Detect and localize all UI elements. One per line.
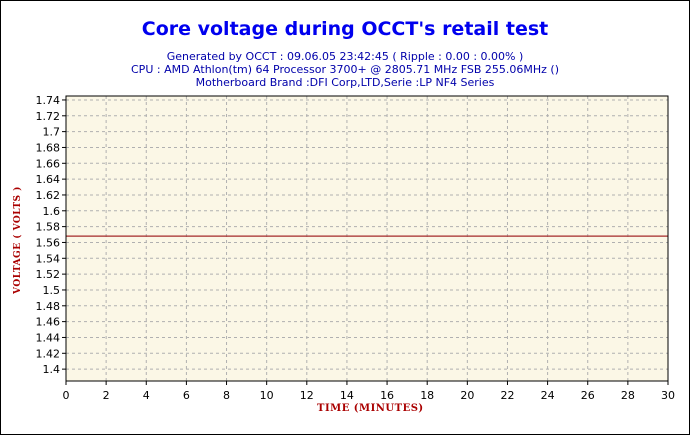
x-tick-label: 24 bbox=[541, 389, 555, 402]
y-tick-label: 1.66 bbox=[36, 157, 61, 170]
x-tick-label: 6 bbox=[183, 389, 190, 402]
subtitle-cpu: CPU : AMD Athlon(tm) 64 Processor 3700+ … bbox=[131, 63, 559, 76]
x-tick-label: 22 bbox=[500, 389, 514, 402]
y-tick-label: 1.7 bbox=[43, 126, 61, 139]
y-tick-label: 1.68 bbox=[36, 141, 61, 154]
y-tick-label: 1.62 bbox=[36, 189, 61, 202]
grid-lines bbox=[66, 96, 668, 381]
y-tick-label: 1.58 bbox=[36, 221, 61, 234]
y-axis-label: VOLTAGE ( VOLTS ) bbox=[13, 186, 23, 294]
axes: 0 2 4 6 8 10 12 14 16 18 20 22 24 26 28 301.41.421.441.… bbox=[36, 94, 676, 402]
x-tick-label: 30 bbox=[661, 389, 675, 402]
y-tick-label: 1.54 bbox=[36, 252, 61, 265]
x-tick-label: 0 bbox=[63, 389, 70, 402]
y-tick-label: 1.52 bbox=[36, 268, 61, 281]
plot-border bbox=[65, 95, 669, 382]
y-tick-label: 1.5 bbox=[43, 284, 61, 297]
x-tick-label: 4 bbox=[143, 389, 150, 402]
subtitle-motherboard: Motherboard Brand :DFI Corp,LTD,Serie :L… bbox=[195, 76, 495, 89]
x-tick-label: 16 bbox=[380, 389, 394, 402]
x-tick-label: 28 bbox=[621, 389, 635, 402]
y-tick-label: 1.72 bbox=[36, 110, 61, 123]
y-tick-label: 1.64 bbox=[36, 173, 61, 186]
x-tick-label: 10 bbox=[260, 389, 274, 402]
x-tick-label: 20 bbox=[460, 389, 474, 402]
y-tick-label: 1.46 bbox=[36, 316, 61, 329]
x-tick-label: 8 bbox=[223, 389, 230, 402]
subtitle-generated: Generated by OCCT : 09.06.05 23:42:45 ( … bbox=[166, 50, 524, 63]
y-tick-label: 1.6 bbox=[43, 205, 61, 218]
x-tick-label: 26 bbox=[581, 389, 595, 402]
chart-title: Core voltage during OCCT's retail test bbox=[141, 18, 549, 40]
x-tick-label: 18 bbox=[420, 389, 434, 402]
x-tick-label: 12 bbox=[300, 389, 314, 402]
x-axis-label: TIME (MINUTES) bbox=[317, 403, 424, 414]
y-tick-label: 1.48 bbox=[36, 300, 61, 313]
x-tick-label: 14 bbox=[340, 389, 354, 402]
x-tick-label: 2 bbox=[103, 389, 110, 402]
y-tick-label: 1.4 bbox=[43, 363, 61, 376]
plot-area bbox=[66, 96, 668, 381]
y-tick-label: 1.44 bbox=[36, 331, 61, 344]
y-tick-label: 1.42 bbox=[36, 347, 61, 360]
y-tick-label: 1.74 bbox=[36, 94, 61, 107]
y-tick-label: 1.56 bbox=[36, 236, 61, 249]
